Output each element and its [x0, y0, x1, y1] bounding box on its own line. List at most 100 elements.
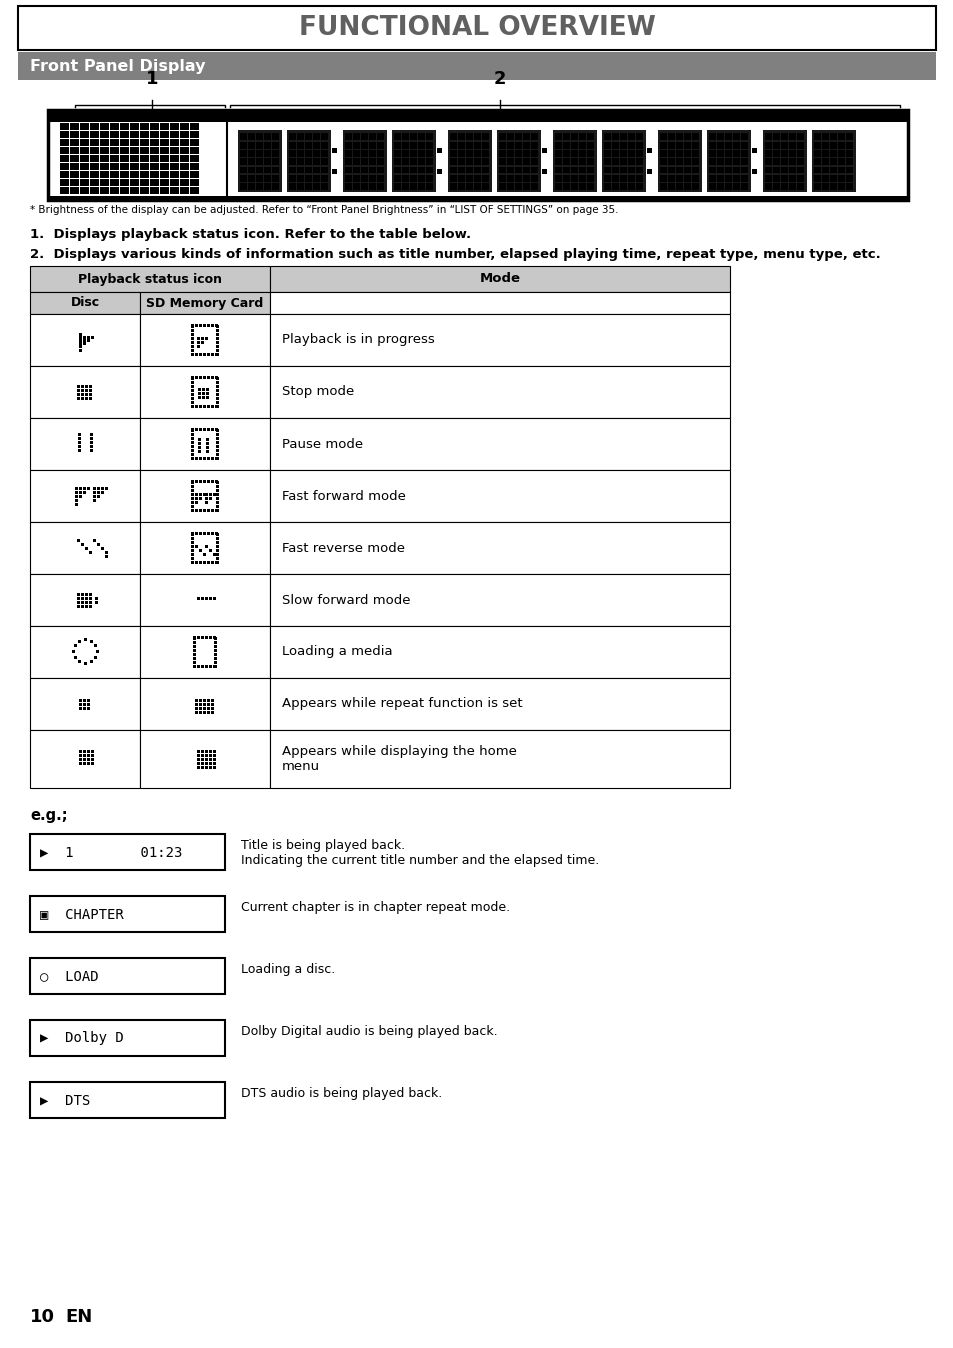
Bar: [601, 129, 645, 191]
Bar: [708, 150, 715, 156]
Bar: [320, 183, 327, 190]
Bar: [401, 133, 408, 140]
Bar: [296, 175, 303, 182]
Bar: [77, 601, 80, 604]
Text: 1: 1: [146, 70, 158, 88]
Bar: [740, 183, 747, 190]
Bar: [781, 175, 787, 182]
Bar: [193, 644, 195, 648]
Bar: [821, 158, 828, 166]
Bar: [191, 510, 193, 512]
Bar: [691, 133, 698, 140]
Bar: [180, 187, 189, 194]
Bar: [683, 167, 690, 174]
Bar: [190, 179, 199, 186]
Bar: [193, 652, 195, 656]
Bar: [203, 710, 206, 714]
Bar: [150, 187, 159, 194]
Bar: [71, 650, 75, 652]
Bar: [79, 758, 82, 762]
Bar: [215, 386, 219, 388]
Bar: [140, 522, 270, 574]
Bar: [481, 167, 488, 174]
Bar: [89, 394, 91, 396]
Bar: [100, 155, 109, 162]
Bar: [199, 376, 202, 379]
Bar: [75, 499, 78, 501]
Text: Indicating the current title number and the elapsed time.: Indicating the current title number and …: [241, 855, 598, 867]
Bar: [636, 158, 642, 166]
Bar: [190, 163, 199, 170]
Bar: [627, 142, 634, 148]
Text: e.g.;: e.g.;: [30, 807, 68, 824]
Bar: [667, 158, 674, 166]
Bar: [506, 158, 513, 166]
Bar: [255, 142, 262, 148]
Bar: [436, 148, 441, 154]
Bar: [77, 539, 80, 542]
Bar: [215, 390, 219, 392]
Bar: [199, 457, 202, 460]
Bar: [193, 665, 195, 669]
Bar: [83, 336, 86, 338]
Bar: [48, 111, 907, 123]
Bar: [90, 139, 99, 146]
Bar: [691, 158, 698, 166]
Bar: [619, 158, 626, 166]
Bar: [205, 597, 208, 600]
Bar: [667, 183, 674, 190]
Bar: [240, 167, 246, 174]
Bar: [214, 510, 218, 512]
Bar: [240, 183, 246, 190]
Bar: [676, 158, 681, 166]
Bar: [562, 158, 569, 166]
Bar: [619, 175, 626, 182]
Bar: [214, 404, 218, 408]
Bar: [150, 179, 159, 186]
Bar: [394, 167, 400, 174]
Bar: [207, 710, 210, 714]
Bar: [343, 129, 387, 191]
Bar: [203, 429, 206, 431]
Bar: [60, 131, 69, 137]
Bar: [191, 481, 193, 484]
Bar: [474, 175, 480, 182]
Bar: [207, 457, 210, 460]
Bar: [140, 123, 149, 129]
Bar: [140, 293, 270, 314]
Bar: [751, 168, 757, 174]
Bar: [30, 418, 140, 470]
Bar: [191, 557, 193, 559]
Bar: [191, 497, 193, 500]
Bar: [205, 636, 208, 639]
Bar: [87, 754, 90, 758]
Bar: [196, 749, 200, 754]
Bar: [255, 175, 262, 182]
Bar: [60, 171, 69, 178]
Bar: [829, 158, 836, 166]
Bar: [170, 179, 179, 186]
Bar: [450, 142, 456, 148]
Bar: [845, 175, 852, 182]
Bar: [410, 142, 416, 148]
Bar: [84, 638, 87, 642]
Bar: [270, 266, 729, 293]
Bar: [360, 175, 367, 182]
Bar: [90, 449, 92, 452]
Bar: [829, 167, 836, 174]
Bar: [619, 167, 626, 174]
Bar: [796, 133, 802, 140]
Bar: [215, 449, 219, 452]
Bar: [320, 158, 327, 166]
Bar: [215, 441, 219, 443]
Text: SD Memory Card: SD Memory Card: [146, 297, 263, 310]
Bar: [101, 491, 104, 493]
Bar: [821, 183, 828, 190]
Bar: [194, 704, 198, 706]
Bar: [255, 150, 262, 156]
Bar: [85, 547, 88, 550]
Bar: [627, 158, 634, 166]
Bar: [515, 183, 521, 190]
Bar: [170, 163, 179, 170]
Bar: [70, 155, 79, 162]
